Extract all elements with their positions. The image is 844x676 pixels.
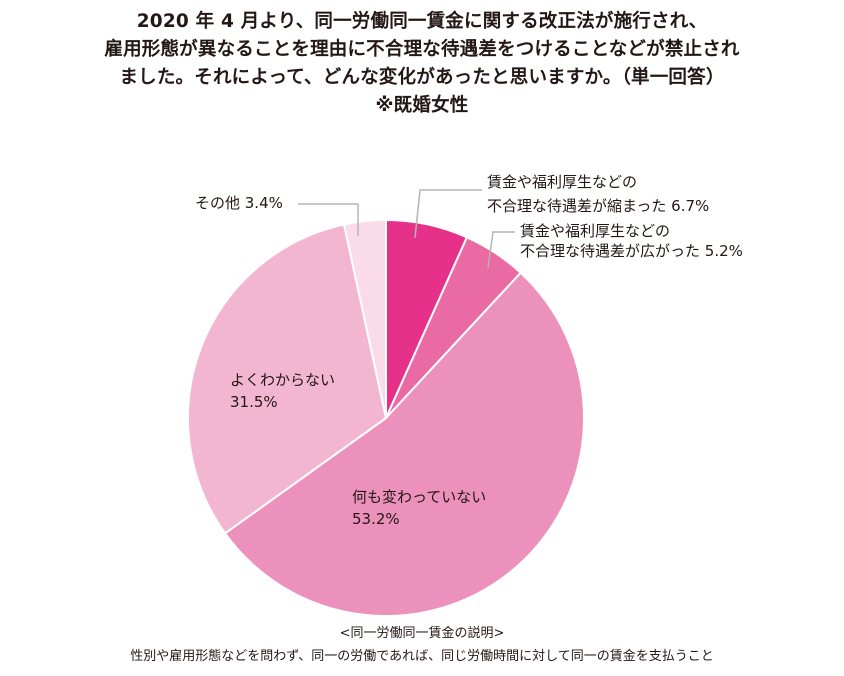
slice-label-4-line-2: 31.5%	[230, 393, 278, 411]
pie-slice-3	[223, 271, 585, 617]
footnote-text: 性別や雇用形態などを問わず、同一の労働であれば、同じ労働時間に対して同一の賃金を…	[130, 649, 714, 664]
pie-slice-5	[342, 218, 387, 419]
slice-label-2-line-1: 賃金や福利厚生などの	[520, 222, 670, 240]
leader-line-5	[298, 203, 359, 236]
leader-line-1	[414, 189, 482, 239]
pie-slice-4	[187, 223, 388, 535]
slice-label-3-line-2: 53.2%	[352, 510, 400, 528]
slice-label-1-line-2: 不合理な待遇差が縮まった 6.7%	[487, 197, 709, 215]
slice-label-1: 賃金や福利厚生などの不合理な待遇差が縮まった 6.7%	[487, 173, 709, 215]
slice-label-3-line-1: 何も変わっていない	[352, 488, 486, 506]
leader-line-2	[487, 231, 515, 269]
title-line-2: 雇用形態が異なることを理由に不合理な待遇差をつけることなどが禁止され	[104, 39, 740, 60]
slice-label-2-line-2: 不合理な待遇差が広がった 5.2%	[520, 242, 743, 260]
slice-label-3: 何も変わっていない 53.2%	[352, 488, 486, 528]
title-line-3: ました。それによって、どんな変化があったと思いますか。（単一回答）	[119, 67, 725, 88]
slice-label-4: よくわからない 31.5%	[230, 371, 335, 411]
chart-title: 2020 年 4 月より、同一労働同一賃金に関する改正法が施行され、 雇用形態が…	[0, 8, 844, 120]
slice-label-5: その他 3.4%	[195, 194, 283, 212]
title-line-1: 2020 年 4 月より、同一労働同一賃金に関する改正法が施行され、	[136, 11, 708, 32]
slice-label-5-line-1: その他 3.4%	[195, 194, 283, 212]
footnote-heading: <同一労働同一賃金の説明>	[339, 626, 505, 641]
slice-label-1-line-1: 賃金や福利厚生などの	[487, 173, 637, 191]
slice-label-4-line-1: よくわからない	[230, 371, 335, 389]
title-line-4: ※既婚女性	[375, 95, 469, 116]
slice-label-2: 賃金や福利厚生などの不合理な待遇差が広がった 5.2%	[520, 222, 743, 260]
